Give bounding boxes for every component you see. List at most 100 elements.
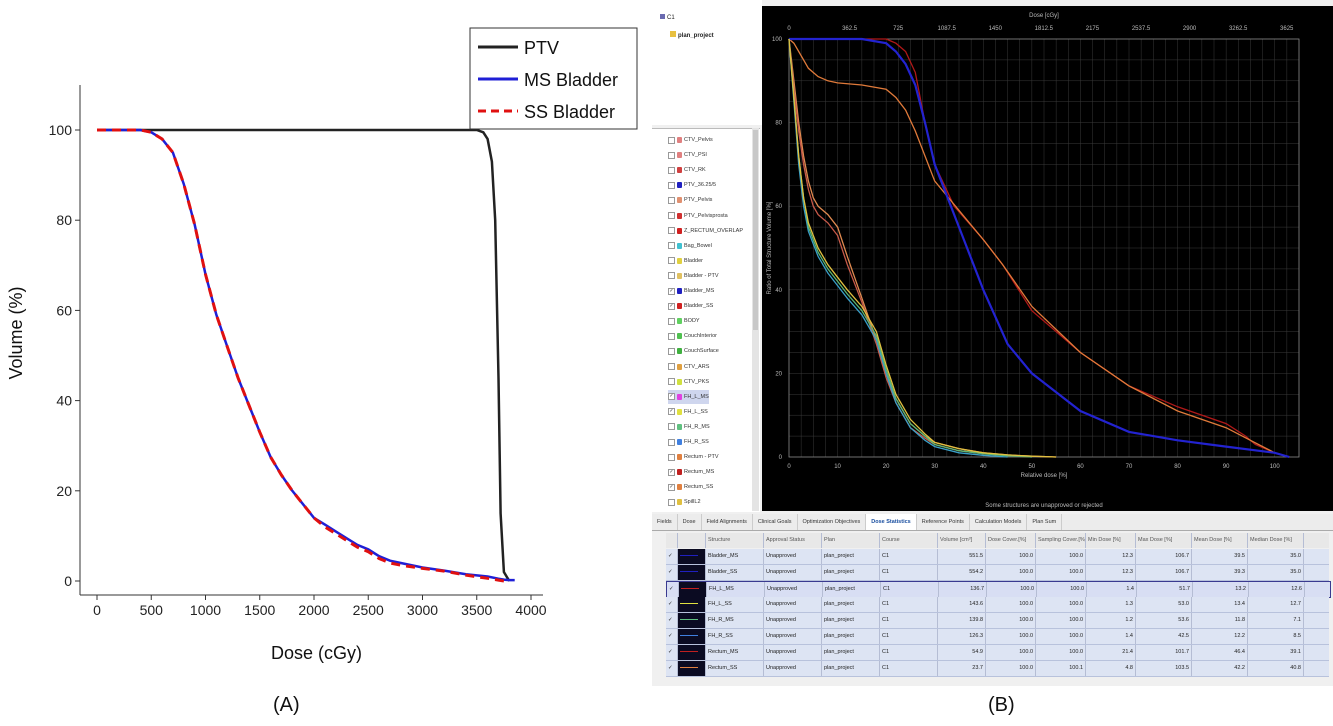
structure-item[interactable]: CouchSurface: [668, 344, 719, 358]
table-row[interactable]: ✓ Rectum_MS Unapproved plan_project C1 54.9 10…: [666, 645, 1329, 661]
structure-item[interactable]: CTV_PKS: [668, 375, 709, 389]
structure-item[interactable]: CouchInterior: [668, 329, 717, 343]
structure-checkbox[interactable]: ✓: [668, 393, 675, 401]
structure-checkbox[interactable]: [668, 317, 675, 325]
tab-reference-points[interactable]: Reference Points: [917, 514, 970, 530]
structure-checkbox[interactable]: ✓: [668, 468, 675, 476]
structure-item[interactable]: Bladder - PTV: [668, 269, 719, 283]
structure-item[interactable]: CTV_RK: [668, 163, 706, 177]
structure-item[interactable]: FH_R_SS: [668, 435, 709, 449]
tab-calculation-models[interactable]: Calculation Models: [970, 514, 1028, 530]
cell-max-dose: 53.6: [1136, 613, 1192, 628]
cell-volume: 136.7: [939, 582, 987, 597]
structure-checkbox[interactable]: ✓: [668, 302, 675, 310]
structure-checkbox[interactable]: [668, 498, 675, 506]
column-header[interactable]: Approval Status: [764, 533, 822, 548]
structure-item[interactable]: Z_RECTUM_OVERLAP: [668, 224, 743, 238]
show-dvh-checkbox[interactable]: ✓: [666, 613, 678, 628]
tab-dose-statistics[interactable]: Dose Statistics: [866, 514, 917, 530]
structure-item[interactable]: Rectum - PTV: [668, 450, 719, 464]
table-row[interactable]: ✓ Rectum_SS Unapproved plan_project C1 23.7 10…: [666, 661, 1329, 677]
tab-plan-sum[interactable]: Plan Sum: [1027, 514, 1063, 530]
table-row[interactable]: ✓ FH_L_MS Unapproved plan_project C1 136.7 100…: [666, 581, 1331, 598]
structure-checkbox[interactable]: ✓: [668, 287, 675, 295]
column-header[interactable]: Dose Cover.[%]: [986, 533, 1036, 548]
structure-checkbox[interactable]: [668, 242, 675, 250]
structure-checkbox[interactable]: [668, 453, 675, 461]
structure-checkbox[interactable]: [668, 378, 675, 386]
structure-checkbox[interactable]: [668, 196, 675, 204]
column-header[interactable]: Structure: [706, 533, 764, 548]
structure-checkbox[interactable]: [668, 272, 675, 280]
structure-item[interactable]: FH_R_MS: [668, 420, 710, 434]
tree-node-course[interactable]: C1: [660, 14, 675, 21]
structure-checkbox[interactable]: [668, 257, 675, 265]
column-header[interactable]: Mean Dose [%]: [1192, 533, 1248, 548]
table-row[interactable]: ✓ FH_L_SS Unapproved plan_project C1 143.6 100…: [666, 597, 1329, 613]
structure-checkbox[interactable]: [668, 136, 675, 144]
structure-item[interactable]: CTV_Pelvis: [668, 133, 713, 147]
table-row[interactable]: ✓ Bladder_SS Unapproved plan_project C1 554.2…: [666, 565, 1329, 581]
tab-dose[interactable]: Dose: [678, 514, 702, 530]
show-dvh-checkbox[interactable]: ✓: [666, 629, 678, 644]
column-header[interactable]: [666, 533, 678, 548]
structure-checkbox[interactable]: [668, 363, 675, 370]
line-swatch: [680, 619, 698, 621]
structure-item[interactable]: BODY: [668, 314, 700, 328]
tab-fields[interactable]: Fields: [652, 514, 678, 530]
structure-item[interactable]: Bag_Bowel: [668, 239, 712, 253]
structure-item[interactable]: PTV_Pelvisprosta: [668, 209, 728, 223]
show-dvh-checkbox[interactable]: ✓: [666, 661, 678, 676]
structure-checkbox[interactable]: ✓: [668, 483, 675, 491]
structure-item[interactable]: CTV_PSI: [668, 148, 707, 162]
structure-checkbox[interactable]: [668, 332, 675, 340]
structure-checkbox[interactable]: [668, 181, 675, 189]
cell-status: Unapproved: [764, 629, 822, 644]
structure-item[interactable]: PTV_36.25/5: [668, 178, 716, 192]
show-dvh-checkbox[interactable]: ✓: [666, 549, 678, 564]
column-header[interactable]: Plan: [822, 533, 880, 548]
structure-item[interactable]: Bladder: [668, 254, 703, 268]
structure-label: Bladder - PTV: [684, 272, 719, 279]
structure-item[interactable]: PTV_Pelvis: [668, 193, 712, 207]
structure-checkbox[interactable]: [668, 151, 675, 159]
tab-field-alignments[interactable]: Field Alignments: [702, 514, 753, 530]
column-header[interactable]: Course: [880, 533, 938, 548]
structure-checkbox[interactable]: [668, 166, 675, 174]
structure-checkbox[interactable]: [668, 438, 675, 446]
structure-item[interactable]: ✓ FH_L_MS: [668, 389, 709, 404]
structure-item[interactable]: ✓ Rectum_SS: [668, 480, 713, 494]
structure-checkbox[interactable]: [668, 227, 675, 235]
column-header[interactable]: Median Dose [%]: [1248, 533, 1304, 548]
structure-item[interactable]: CTV_ARS: [668, 360, 709, 374]
structure-item[interactable]: ✓ FH_L_SS: [668, 405, 708, 419]
show-dvh-checkbox[interactable]: ✓: [666, 645, 678, 660]
column-header[interactable]: Max Dose [%]: [1136, 533, 1192, 548]
table-row[interactable]: ✓ FH_R_MS Unapproved plan_project C1 139.8 100…: [666, 613, 1329, 629]
tree-node-plan[interactable]: plan_project: [670, 31, 714, 39]
structure-checkbox[interactable]: [668, 347, 675, 355]
tab-optimization-objectives[interactable]: Optimization Objectives: [798, 514, 867, 530]
column-header[interactable]: Sampling Cover.[%]: [1036, 533, 1086, 548]
structure-item[interactable]: ✓ Bladder_SS: [668, 299, 713, 313]
column-header[interactable]: Min Dose [%]: [1086, 533, 1136, 548]
structure-checkbox[interactable]: ✓: [668, 408, 675, 416]
structure-label: PTV_Pelvis: [684, 197, 713, 204]
scrollbar-thumb[interactable]: [753, 130, 758, 330]
structure-list-scrollbar[interactable]: [752, 128, 759, 511]
cell-structure: FH_L_MS: [707, 582, 765, 597]
show-dvh-checkbox[interactable]: ✓: [666, 565, 678, 580]
structure-item[interactable]: ✓ Rectum_MS: [668, 465, 714, 479]
column-header[interactable]: [678, 533, 706, 548]
column-header[interactable]: Volume [cm³]: [938, 533, 986, 548]
x2-tick-label: 362.5: [842, 26, 858, 32]
tab-clinical-goals[interactable]: Clinical Goals: [753, 514, 798, 530]
structure-item[interactable]: SpillL2: [668, 495, 701, 509]
structure-item[interactable]: ✓ Bladder_MS: [668, 284, 714, 298]
table-row[interactable]: ✓ FH_R_SS Unapproved plan_project C1 126.3 100…: [666, 629, 1329, 645]
structure-checkbox[interactable]: [668, 212, 675, 219]
show-dvh-checkbox[interactable]: ✓: [666, 597, 678, 612]
structure-checkbox[interactable]: [668, 423, 675, 431]
show-dvh-checkbox[interactable]: ✓: [667, 582, 679, 597]
table-row[interactable]: ✓ Bladder_MS Unapproved plan_project C1 551.5…: [666, 549, 1329, 565]
